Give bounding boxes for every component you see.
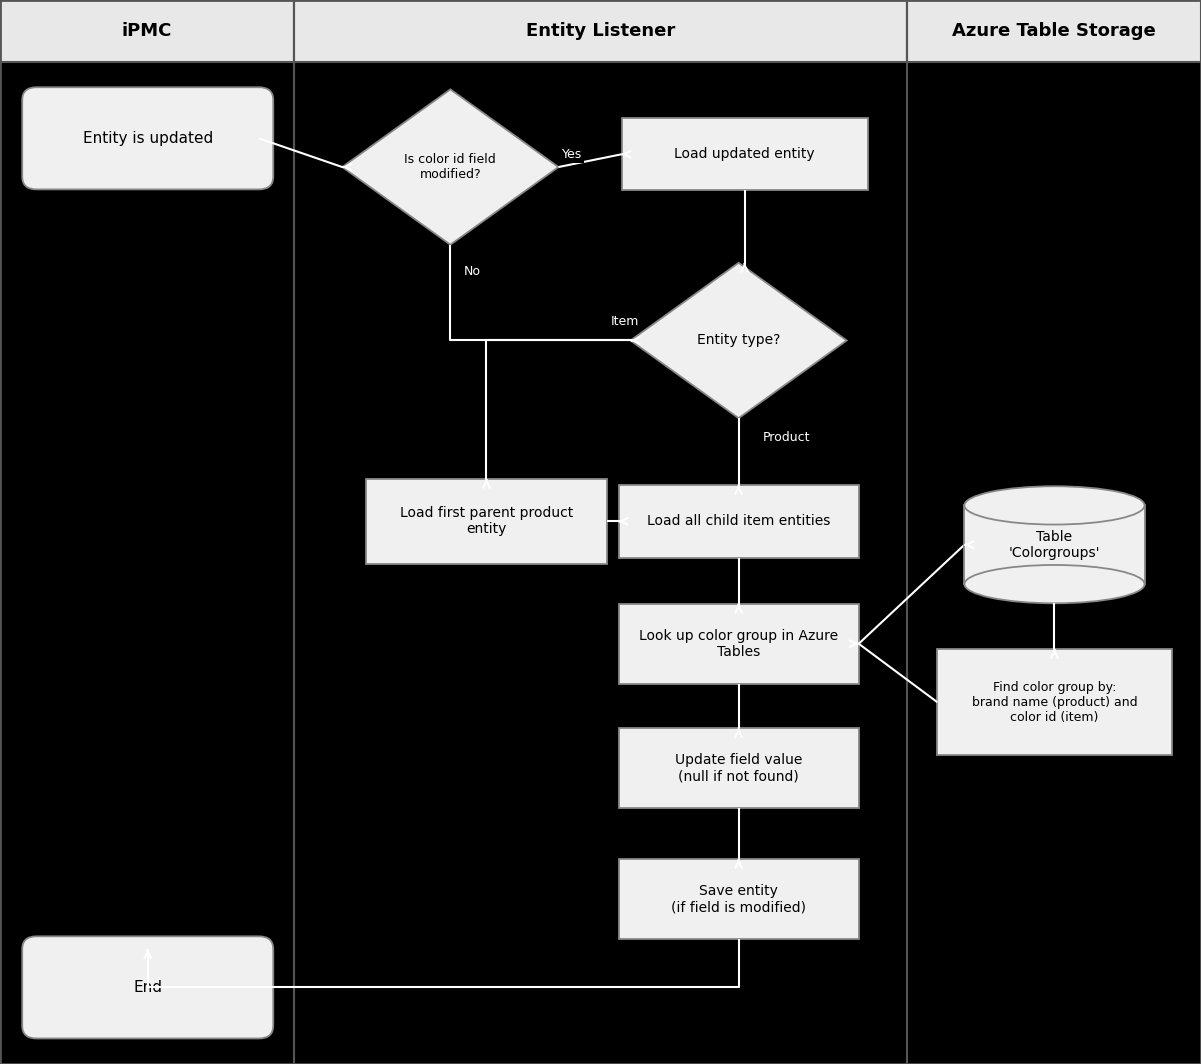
Text: Azure Table Storage: Azure Table Storage bbox=[952, 22, 1155, 39]
Text: Entity type?: Entity type? bbox=[697, 333, 781, 348]
Text: Entity Listener: Entity Listener bbox=[526, 22, 675, 39]
FancyBboxPatch shape bbox=[22, 87, 273, 189]
FancyBboxPatch shape bbox=[22, 936, 273, 1038]
Text: Look up color group in Azure
Tables: Look up color group in Azure Tables bbox=[639, 629, 838, 659]
Text: Load all child item entities: Load all child item entities bbox=[647, 514, 830, 529]
FancyBboxPatch shape bbox=[619, 728, 859, 809]
Text: Yes: Yes bbox=[562, 148, 582, 161]
Text: No: No bbox=[464, 265, 480, 278]
Text: Save entity
(if field is modified): Save entity (if field is modified) bbox=[671, 884, 806, 914]
FancyBboxPatch shape bbox=[619, 485, 859, 558]
Text: Update field value
(null if not found): Update field value (null if not found) bbox=[675, 753, 802, 783]
Text: Product: Product bbox=[763, 431, 811, 444]
Text: iPMC: iPMC bbox=[123, 22, 172, 39]
FancyBboxPatch shape bbox=[294, 0, 907, 62]
Polygon shape bbox=[964, 505, 1145, 584]
FancyBboxPatch shape bbox=[907, 0, 1201, 62]
Text: Find color group by:
brand name (product) and
color id (item): Find color group by: brand name (product… bbox=[972, 681, 1137, 724]
FancyBboxPatch shape bbox=[621, 118, 867, 190]
Text: Load first parent product
entity: Load first parent product entity bbox=[400, 506, 573, 536]
Ellipse shape bbox=[964, 565, 1145, 603]
Text: Load updated entity: Load updated entity bbox=[674, 147, 815, 162]
FancyBboxPatch shape bbox=[937, 649, 1171, 755]
FancyBboxPatch shape bbox=[619, 860, 859, 940]
FancyBboxPatch shape bbox=[0, 0, 294, 62]
FancyBboxPatch shape bbox=[619, 603, 859, 683]
Text: Item: Item bbox=[610, 315, 639, 328]
Polygon shape bbox=[631, 263, 847, 418]
Text: Is color id field
modified?: Is color id field modified? bbox=[405, 153, 496, 181]
Text: End: End bbox=[133, 980, 162, 995]
Ellipse shape bbox=[964, 486, 1145, 525]
Text: Table
'Colorgroups': Table 'Colorgroups' bbox=[1009, 530, 1100, 560]
Text: Entity is updated: Entity is updated bbox=[83, 131, 213, 146]
Polygon shape bbox=[342, 89, 558, 245]
FancyBboxPatch shape bbox=[366, 479, 607, 564]
